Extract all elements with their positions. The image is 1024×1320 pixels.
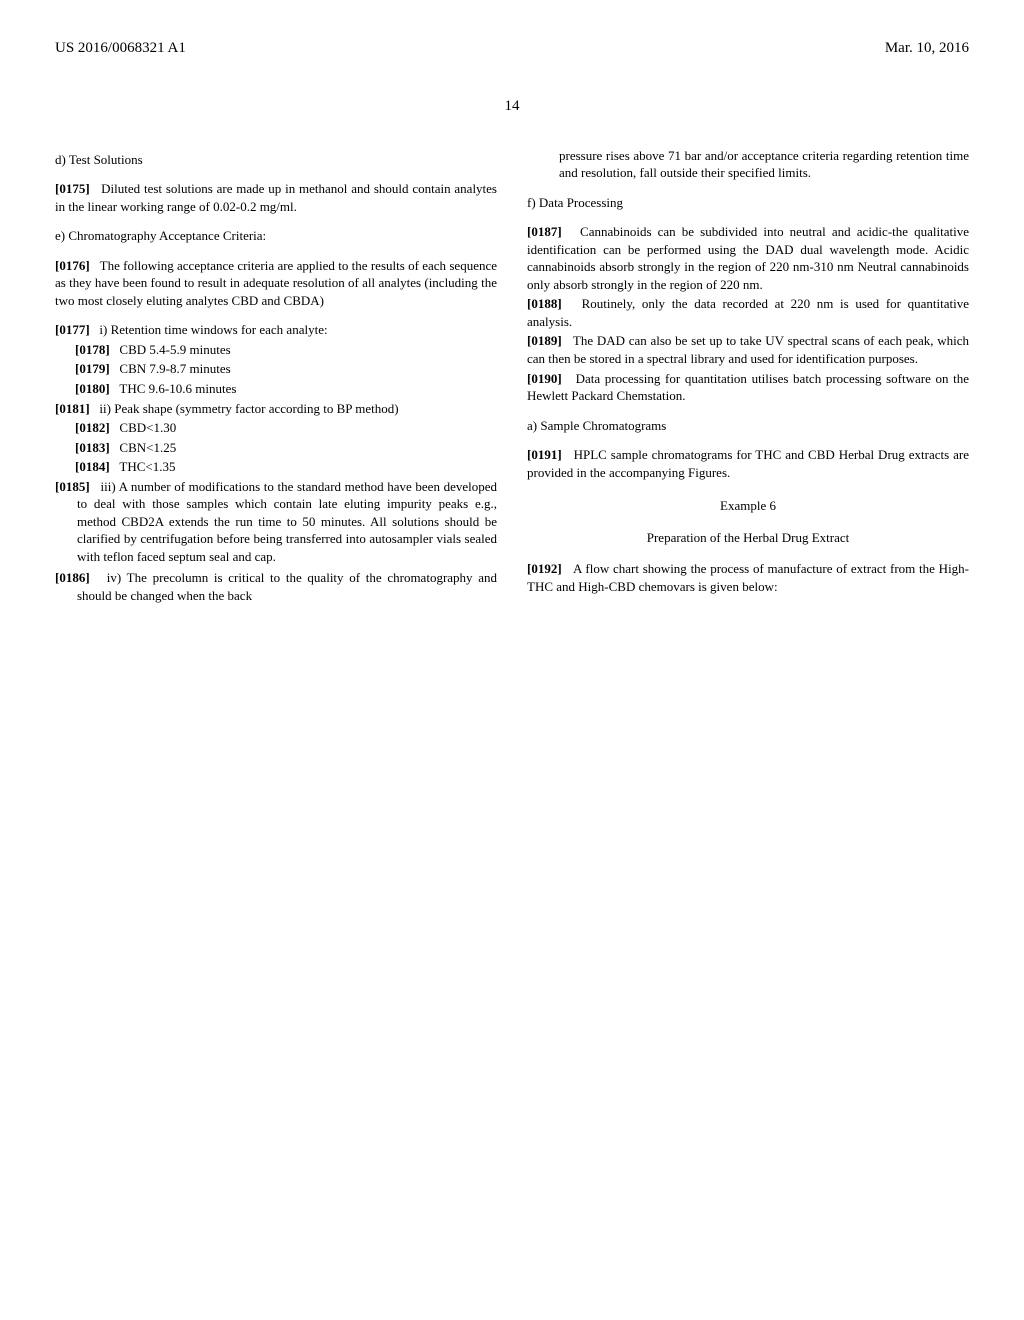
para-num: [0191] [527, 447, 562, 462]
para-text: iii) A number of modifications to the st… [77, 479, 497, 564]
para-text: HPLC sample chromatograms for THC and CB… [527, 447, 969, 480]
para-text: i) Retention time windows for each analy… [99, 322, 327, 337]
paragraph-0177: [0177] i) Retention time windows for eac… [55, 321, 497, 339]
para-num: [0190] [527, 371, 562, 386]
paragraph-0191: [0191] HPLC sample chromatograms for THC… [527, 446, 969, 481]
publication-date: Mar. 10, 2016 [885, 38, 969, 58]
para-text: iv) The precolumn is critical to the qua… [77, 570, 497, 603]
para-text: Routinely, only the data recorded at 220… [527, 296, 969, 329]
para-num: [0189] [527, 333, 562, 348]
paragraph-0181: [0181] ii) Peak shape (symmetry factor a… [55, 400, 497, 418]
para-num: [0177] [55, 322, 90, 337]
paragraph-0187: [0187] Cannabinoids can be subdivided in… [527, 223, 969, 293]
paragraph-0178: [0178] CBD 5.4-5.9 minutes [55, 341, 497, 359]
paragraph-0182: [0182] CBD<1.30 [55, 419, 497, 437]
section-d-heading: d) Test Solutions [55, 151, 497, 169]
paragraph-0179: [0179] CBN 7.9-8.7 minutes [55, 360, 497, 378]
para-num: [0175] [55, 181, 90, 196]
right-column: pressure rises above 71 bar and/or accep… [527, 147, 969, 608]
page-number: 14 [55, 96, 969, 116]
para-text: CBN<1.25 [119, 440, 176, 455]
para-num: [0180] [75, 381, 110, 396]
para-text: The following acceptance criteria are ap… [55, 258, 497, 308]
para-num: [0181] [55, 401, 90, 416]
para-text: Data processing for quantitation utilise… [527, 371, 969, 404]
para-num: [0179] [75, 361, 110, 376]
paragraph-0180: [0180] THC 9.6-10.6 minutes [55, 380, 497, 398]
paragraph-0186-continued: pressure rises above 71 bar and/or accep… [527, 147, 969, 182]
para-num: [0186] [55, 570, 90, 585]
para-text: THC<1.35 [119, 459, 175, 474]
para-text: CBD 5.4-5.9 minutes [119, 342, 230, 357]
para-text: CBD<1.30 [119, 420, 176, 435]
publication-number: US 2016/0068321 A1 [55, 38, 186, 58]
paragraph-0189: [0189] The DAD can also be set up to tak… [527, 332, 969, 367]
section-a-heading: a) Sample Chromatograms [527, 417, 969, 435]
para-text: The DAD can also be set up to take UV sp… [527, 333, 969, 366]
para-text: Cannabinoids can be subdivided into neut… [527, 224, 969, 292]
two-column-layout: d) Test Solutions [0175] Diluted test so… [55, 147, 969, 608]
example-heading: Example 6 [527, 497, 969, 515]
para-text: ii) Peak shape (symmetry factor accordin… [99, 401, 398, 416]
example-subtitle: Preparation of the Herbal Drug Extract [527, 529, 969, 547]
para-text: Diluted test solutions are made up in me… [55, 181, 497, 214]
para-num: [0176] [55, 258, 90, 273]
para-num: [0178] [75, 342, 110, 357]
paragraph-0192: [0192] A flow chart showing the process … [527, 560, 969, 595]
para-text: A flow chart showing the process of manu… [527, 561, 969, 594]
para-num: [0192] [527, 561, 562, 576]
para-num: [0188] [527, 296, 562, 311]
para-num: [0185] [55, 479, 90, 494]
paragraph-0175: [0175] Diluted test solutions are made u… [55, 180, 497, 215]
para-num: [0184] [75, 459, 110, 474]
paragraph-0176: [0176] The following acceptance criteria… [55, 257, 497, 310]
para-num: [0187] [527, 224, 562, 239]
paragraph-0184: [0184] THC<1.35 [55, 458, 497, 476]
para-num: [0183] [75, 440, 110, 455]
left-column: d) Test Solutions [0175] Diluted test so… [55, 147, 497, 608]
para-num: [0182] [75, 420, 110, 435]
paragraph-0183: [0183] CBN<1.25 [55, 439, 497, 457]
section-f-heading: f) Data Processing [527, 194, 969, 212]
para-text: CBN 7.9-8.7 minutes [119, 361, 230, 376]
section-e-heading: e) Chromatography Acceptance Criteria: [55, 227, 497, 245]
paragraph-0190: [0190] Data processing for quantitation … [527, 370, 969, 405]
para-text: THC 9.6-10.6 minutes [119, 381, 236, 396]
page-header: US 2016/0068321 A1 Mar. 10, 2016 [55, 38, 969, 58]
paragraph-0188: [0188] Routinely, only the data recorded… [527, 295, 969, 330]
paragraph-0185: [0185] iii) A number of modifications to… [55, 478, 497, 566]
paragraph-0186: [0186] iv) The precolumn is critical to … [55, 569, 497, 604]
